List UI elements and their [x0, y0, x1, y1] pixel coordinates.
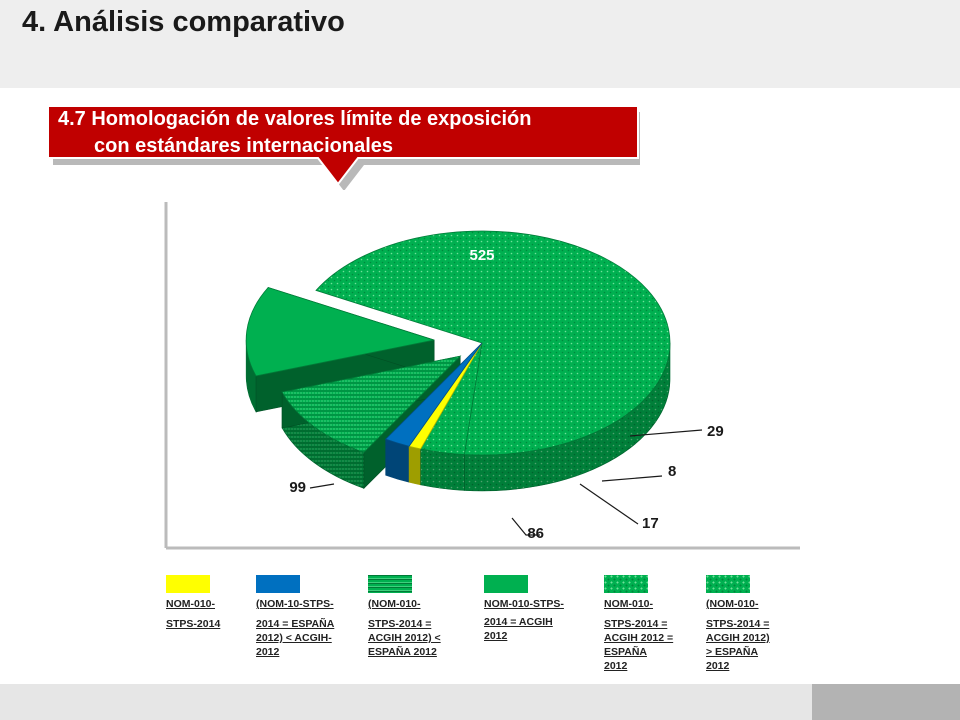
legend-line: STPS-2014 =	[368, 618, 432, 630]
legend-line: 2012	[706, 660, 730, 672]
page-title: 4. Análisis comparativo	[22, 6, 345, 38]
legend-line: NOM-010-	[166, 598, 216, 610]
legend-line: ACGIH 2012) <	[368, 632, 441, 644]
legend-line: ESPAÑA	[604, 646, 647, 658]
legend-label-4: NOM-010-STPS- 2014 = ACGIH 2012	[484, 597, 564, 643]
leader-line-99	[309, 483, 335, 489]
legend-line: ACGIH 2012 =	[604, 632, 674, 644]
legend-line: STPS-2014 =	[706, 618, 770, 630]
legend-line: 2012) < ACGIH-	[256, 632, 332, 644]
pie-slice-525	[315, 230, 671, 456]
legend-swatch-5	[604, 575, 648, 593]
section-heading: 4.7 Homologación de valores límite de ex…	[58, 106, 638, 160]
legend-label-2: (NOM-10-STPS- 2014 = ESPAÑA 2012) < ACGIH-…	[256, 597, 334, 659]
slice-wall-shade-525	[464, 343, 670, 491]
legend-line: 2012	[604, 660, 628, 672]
section-heading-line1: 4.7 Homologación de valores límite de ex…	[58, 108, 532, 130]
legend-line: STPS-2014	[166, 618, 221, 630]
footer-band	[0, 684, 812, 720]
legend-line: ACGIH 2012)	[706, 632, 770, 644]
legend-line: 2014 = ACGIH	[484, 616, 553, 628]
legend-swatch-4	[484, 575, 528, 593]
leader-line-29	[629, 429, 703, 437]
data-label-8: 8	[668, 463, 676, 480]
pie-slice-99	[245, 287, 435, 377]
legend-line: (NOM-10-STPS-	[256, 598, 334, 610]
pie-slice-86	[281, 355, 462, 453]
legend-line: > ESPAÑA	[706, 646, 759, 658]
section-banner	[47, 105, 640, 190]
header-band	[0, 0, 960, 88]
leader-line-8	[601, 475, 663, 482]
legend-swatch-1	[166, 575, 210, 593]
legend-line: NOM-010-STPS-	[484, 598, 564, 610]
legend-line: NOM-010-	[604, 598, 654, 610]
legend-item-4: NOM-010-STPS- 2014 = ACGIH 2012	[484, 575, 564, 643]
legend-line: ESPAÑA 2012	[368, 646, 437, 658]
legend-line: 2012	[484, 630, 508, 642]
data-label-86: 86	[527, 525, 544, 542]
legend-label-3: (NOM-010- STPS-2014 = ACGIH 2012) < ESPAÑA …	[368, 597, 441, 659]
leader-line-17	[579, 483, 639, 525]
slice-wall-shade-86	[282, 392, 364, 489]
data-label-525: 525	[469, 247, 494, 264]
legend-item-2: (NOM-10-STPS- 2014 = ESPAÑA 2012) < ACGIH-…	[256, 575, 334, 659]
legend-line: 2012	[256, 646, 280, 658]
legend-line: 2014 = ESPAÑA	[256, 618, 335, 630]
legend-line: (NOM-010-	[706, 598, 759, 610]
legend-label-1: NOM-010- STPS-2014	[166, 597, 220, 631]
data-label-29: 29	[707, 423, 724, 440]
slice-wall-shade-29	[420, 448, 465, 491]
legend-label-5: NOM-010- STPS-2014 = ACGIH 2012 = ESPAÑA 201…	[604, 597, 673, 673]
data-label-17: 17	[642, 515, 659, 532]
leader-line-86	[511, 517, 540, 536]
legend-swatch-6	[706, 575, 750, 593]
data-label-99: 99	[289, 479, 306, 496]
legend-item-6: (NOM-010- STPS-2014 = ACGIH 2012) > ESPAÑA 2…	[706, 575, 770, 673]
legend-swatch-3	[368, 575, 412, 593]
footer-accent	[812, 684, 960, 720]
pie-chart: 525 29 8 17 86 99	[162, 198, 800, 552]
legend-item-1: NOM-010- STPS-2014	[166, 575, 220, 631]
legend-item-5: NOM-010- STPS-2014 = ACGIH 2012 = ESPAÑA 201…	[604, 575, 673, 673]
legend-line: STPS-2014 =	[604, 618, 668, 630]
legend-label-6: (NOM-010- STPS-2014 = ACGIH 2012) > ESPAÑA 2…	[706, 597, 770, 673]
section-heading-line2: con estándares internacionales	[94, 135, 394, 157]
legend-item-3: (NOM-010- STPS-2014 = ACGIH 2012) < ESPAÑA …	[368, 575, 441, 659]
pie-slice-17	[384, 342, 483, 447]
legend-swatch-2	[256, 575, 300, 593]
legend-line: (NOM-010-	[368, 598, 421, 610]
